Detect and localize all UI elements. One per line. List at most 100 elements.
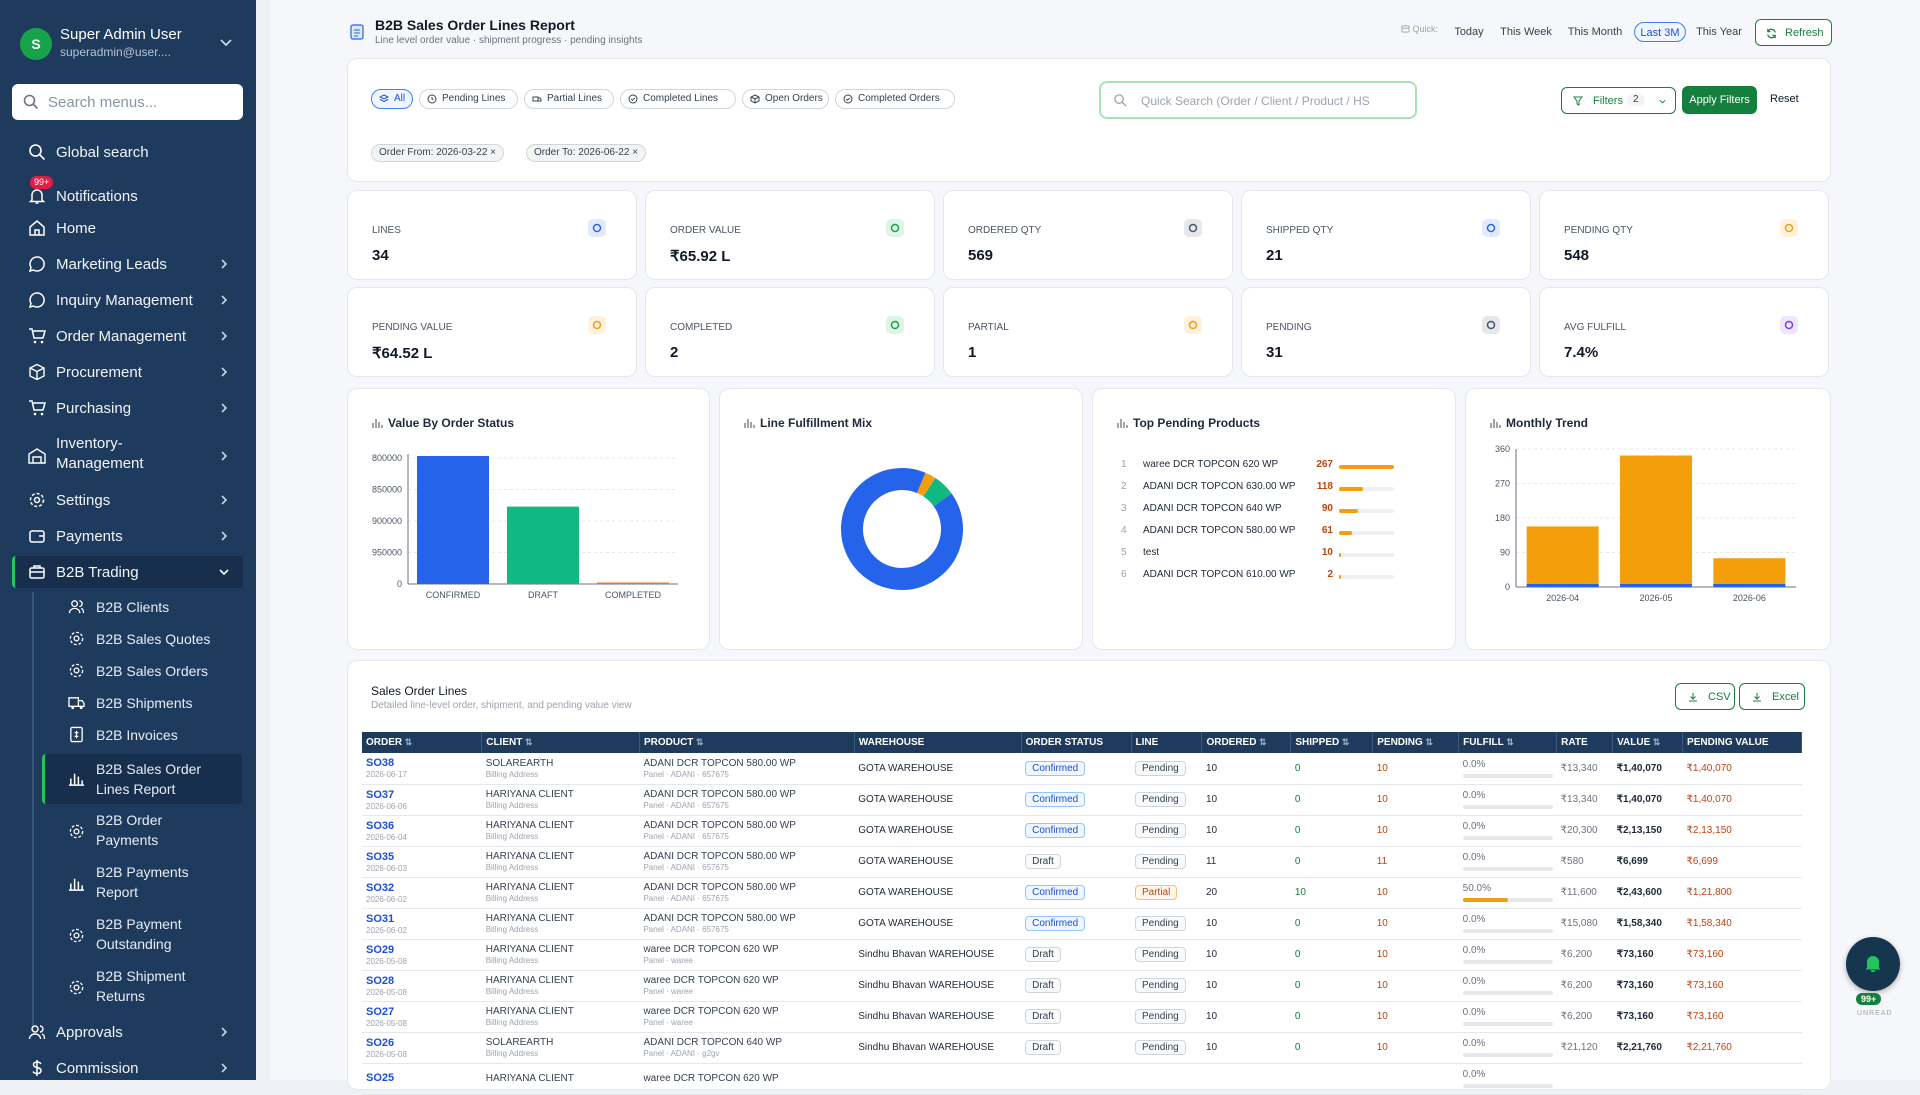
filter-tag-order-from[interactable]: Order From: 2026-03-22 × <box>371 144 505 162</box>
close-icon[interactable]: × <box>632 147 639 158</box>
order-number-link[interactable]: SO28 <box>366 974 395 987</box>
order-number-link[interactable]: SO32 <box>366 881 395 894</box>
sub-b2b-clients[interactable]: B2B Clients <box>42 592 242 622</box>
sort-icon[interactable]: ⇅ <box>1422 737 1433 747</box>
chip-partial-lines[interactable]: Partial Lines <box>524 89 614 109</box>
trend-bar-value[interactable] <box>1713 558 1786 587</box>
table-row[interactable]: SO26 2026-05-08 SOLAREARTH Billing Address A… <box>362 1032 1802 1064</box>
sub-b2b-shipment-returns[interactable]: B2B Shipment Returns <box>42 966 242 1010</box>
column-header[interactable]: PENDING ⇅ <box>1372 732 1460 753</box>
nav-purchasing[interactable]: Purchasing <box>12 392 243 424</box>
order-number-link[interactable]: SO29 <box>366 943 395 956</box>
filter-tag-order-to[interactable]: Order To: 2026-06-22 × <box>526 144 647 162</box>
refresh-button[interactable]: Refresh <box>1755 19 1832 46</box>
column-header[interactable]: WAREHOUSE <box>854 732 1022 753</box>
column-header[interactable]: VALUE ⇅ <box>1612 732 1684 753</box>
order-number-link[interactable]: SO31 <box>366 912 395 925</box>
table-row[interactable]: SO28 2026-05-08 HARIYANA CLIENT Billing Add… <box>362 970 1802 1002</box>
column-header[interactable]: ORDERED ⇅ <box>1201 732 1292 753</box>
close-icon[interactable]: × <box>490 147 497 158</box>
chip-pending-lines[interactable]: Pending Lines <box>419 89 518 109</box>
order-number-link[interactable]: SO25 <box>366 1072 395 1084</box>
column-header[interactable]: LINE <box>1131 732 1203 753</box>
quick-search-input[interactable] <box>1141 92 1391 110</box>
nav-procurement[interactable]: Procurement <box>12 356 243 388</box>
nav-approvals[interactable]: Approvals <box>12 1016 243 1048</box>
nav-commission[interactable]: Commission <box>12 1052 243 1084</box>
quick-this-month-button[interactable]: This Month <box>1567 26 1623 38</box>
trend-bar-value[interactable] <box>1526 526 1599 587</box>
sub-b2b-payment-outstanding[interactable]: B2B Payment Outstanding <box>42 914 242 958</box>
chip-all[interactable]: All <box>371 89 413 109</box>
table-row[interactable]: SO38 2026-06-17 SOLAREARTH Billing Address A… <box>362 753 1802 785</box>
chevron-down-icon[interactable] <box>216 32 236 52</box>
sub-b2b-payments-report[interactable]: B2B Payments Report <box>42 862 242 906</box>
notification-bell-button[interactable] <box>1846 937 1900 991</box>
sort-icon[interactable]: ⇅ <box>1256 737 1267 747</box>
nav-marketing-leads[interactable]: Marketing Leads <box>12 248 243 280</box>
quick-today-button[interactable]: Today <box>1454 26 1484 38</box>
sub-b2b-sales-quotes[interactable]: B2B Sales Quotes <box>42 624 242 654</box>
column-header[interactable]: RATE <box>1556 732 1614 753</box>
column-header[interactable]: SHIPPED ⇅ <box>1290 732 1374 753</box>
trend-bar-count[interactable] <box>1526 584 1599 587</box>
quick-this-year-button[interactable]: This Year <box>1696 26 1742 38</box>
sub-b2b-sales-orders[interactable]: B2B Sales Orders <box>42 656 242 686</box>
nav-home[interactable]: Home <box>12 212 243 244</box>
quick-last-3m-button[interactable]: Last 3M <box>1634 22 1686 42</box>
chip-completed-lines[interactable]: Completed Lines <box>620 89 736 109</box>
user-menu[interactable]: S Super Admin User superadmin@user.... <box>20 24 236 64</box>
order-number-link[interactable]: SO27 <box>366 1005 395 1018</box>
table-row[interactable]: SO29 2026-05-08 HARIYANA CLIENT Billing Add… <box>362 939 1802 971</box>
chip-open-orders[interactable]: Open Orders <box>742 89 829 109</box>
sort-icon[interactable]: ⇅ <box>402 737 413 747</box>
table-row[interactable]: SO35 2026-06-03 HARIYANA CLIENT Billing Add… <box>362 846 1802 878</box>
reset-button[interactable]: Reset <box>1770 93 1799 105</box>
sort-icon[interactable]: ⇅ <box>693 737 704 747</box>
column-header[interactable]: PRODUCT ⇅ <box>639 732 855 753</box>
apply-filters-button[interactable]: Apply Filters <box>1682 86 1757 114</box>
order-number-link[interactable]: SO35 <box>366 850 395 863</box>
bar-confirmed[interactable] <box>417 456 489 584</box>
sort-icon[interactable]: ⇅ <box>1339 737 1350 747</box>
sub-b2b-invoices[interactable]: B2B Invoices <box>42 720 242 750</box>
nav-inquiry-management[interactable]: Inquiry Management <box>12 284 243 316</box>
table-row[interactable]: SO25 HARIYANA CLIENT waree DCR TOPCON 620 … <box>362 1063 1802 1095</box>
nav-payments[interactable]: Payments <box>12 520 243 552</box>
sub-b2b-order-payments[interactable]: B2B Order Payments <box>42 810 242 854</box>
filters-button[interactable]: Filters 2 <box>1561 87 1676 114</box>
sort-icon[interactable]: ⇅ <box>1650 737 1661 747</box>
nav-global-search[interactable]: Global search <box>12 136 243 168</box>
nav-settings[interactable]: Settings <box>12 484 243 516</box>
trend-bar-count[interactable] <box>1620 584 1692 587</box>
export-excel-button[interactable]: Excel <box>1739 683 1805 710</box>
trend-bar-count[interactable] <box>1713 584 1786 587</box>
sort-icon[interactable]: ⇅ <box>1503 737 1514 747</box>
order-number-link[interactable]: SO36 <box>366 819 395 832</box>
chip-completed-orders[interactable]: Completed Orders <box>835 89 955 109</box>
order-number-link[interactable]: SO37 <box>366 788 395 801</box>
sub-b2b-shipments[interactable]: B2B Shipments <box>42 688 242 718</box>
bar-draft[interactable] <box>507 506 579 584</box>
quick-this-week-button[interactable]: This Week <box>1500 26 1552 38</box>
donut-slice-partial[interactable] <box>916 472 936 497</box>
column-header[interactable]: PENDING VALUE <box>1682 732 1802 753</box>
table-row[interactable]: SO31 2026-06-02 HARIYANA CLIENT Billing Add… <box>362 908 1802 940</box>
sort-icon[interactable]: ⇅ <box>522 737 533 747</box>
order-number-link[interactable]: SO26 <box>366 1036 395 1049</box>
column-header[interactable]: ORDER ⇅ <box>362 732 483 753</box>
nav-order-management[interactable]: Order Management <box>12 320 243 352</box>
donut-slice-completed[interactable] <box>922 477 952 507</box>
donut-slice-pending[interactable] <box>841 468 963 590</box>
table-row[interactable]: SO32 2026-06-02 HARIYANA CLIENT Billing Add… <box>362 877 1802 909</box>
nav-inventory-management[interactable]: Inventory- Management <box>12 434 243 478</box>
bar-completed[interactable] <box>597 582 669 585</box>
column-header[interactable]: CLIENT ⇅ <box>481 732 640 753</box>
table-row[interactable]: SO36 2026-06-04 HARIYANA CLIENT Billing Add… <box>362 815 1802 847</box>
table-row[interactable]: SO37 2026-06-06 HARIYANA CLIENT Billing Add… <box>362 784 1802 816</box>
sub-b2b-sales-order-lines-report[interactable]: B2B Sales Order Lines Report <box>42 754 242 804</box>
column-header[interactable]: FULFILL ⇅ <box>1458 732 1558 753</box>
table-row[interactable]: SO27 2026-05-08 HARIYANA CLIENT Billing Add… <box>362 1001 1802 1033</box>
menu-search-input[interactable] <box>48 92 233 112</box>
export-csv-button[interactable]: CSV <box>1675 683 1735 710</box>
